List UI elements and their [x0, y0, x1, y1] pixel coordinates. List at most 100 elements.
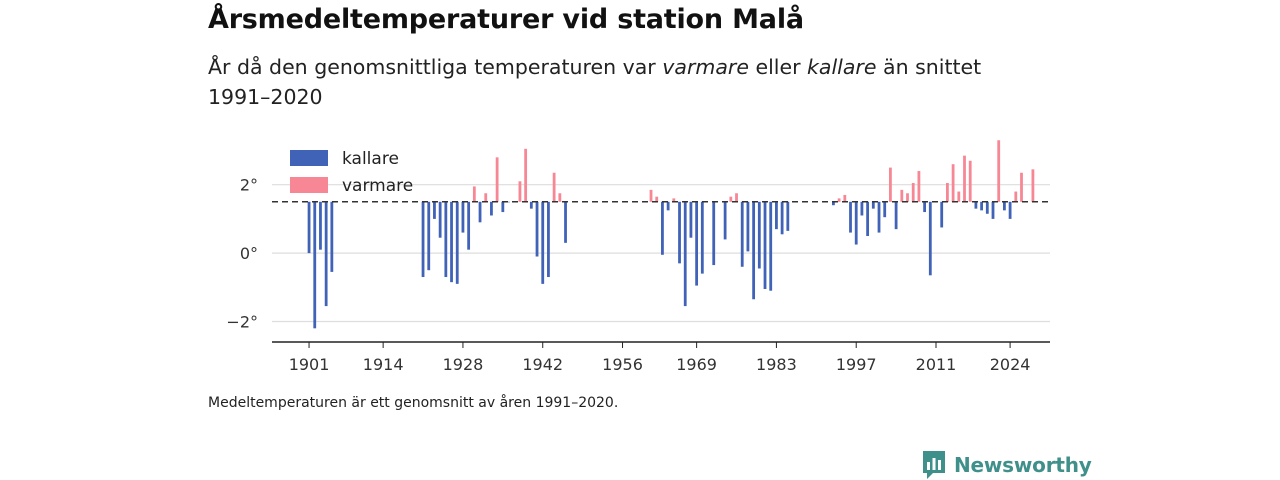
bar-kallare [883, 201, 887, 218]
bar-kallare [894, 201, 898, 230]
bar-kallare [535, 201, 539, 257]
y-tick-label: −2° [226, 312, 258, 331]
bar-kallare [507, 201, 510, 203]
bar-kallare [769, 201, 773, 291]
bar-kallare [307, 201, 311, 254]
bar-kallare [547, 201, 550, 278]
bar-kallare [455, 201, 459, 284]
bar-kallare [723, 201, 727, 240]
bar-kallare [666, 201, 670, 211]
bar-varmare [518, 181, 522, 202]
bar-varmare [837, 198, 841, 202]
bar-kallare [860, 201, 864, 216]
bar-kallare [871, 201, 875, 209]
bar-kallare [501, 201, 505, 213]
bar-kallare [940, 201, 944, 228]
bar-varmare [1020, 172, 1023, 202]
bar-varmare [729, 196, 733, 202]
bar-kallare [752, 201, 756, 300]
x-tick-label: 2011 [916, 355, 957, 374]
bar-varmare [735, 193, 738, 202]
bar-varmare [843, 194, 847, 202]
bar-kallare [444, 201, 448, 278]
x-tick-label: 1983 [756, 355, 797, 374]
bar-varmare [900, 189, 904, 202]
bar-varmare [963, 155, 966, 202]
legend-label-varmare: varmare [342, 176, 413, 196]
bar-kallare [330, 201, 334, 272]
bar-kallare [757, 201, 761, 269]
bar-kallare [467, 201, 471, 250]
x-tick-label: 1969 [676, 355, 717, 374]
bar-kallare [478, 201, 482, 223]
x-tick-label: 1928 [443, 355, 484, 374]
bar-varmare [1031, 169, 1035, 202]
bar-kallare [313, 201, 317, 329]
bar-varmare [968, 160, 972, 202]
bar-kallare [421, 201, 425, 278]
x-tick-label: 1997 [836, 355, 877, 374]
bar-varmare [1014, 191, 1018, 202]
bar-kallare [974, 201, 978, 209]
subtitle-word-cold: kallare [807, 55, 877, 79]
bar-varmare [552, 172, 556, 202]
bar-kallare [564, 201, 567, 243]
subtitle-word-warm: varmare [662, 55, 749, 79]
x-tick-label: 1901 [289, 355, 330, 374]
bar-kallare [740, 201, 744, 267]
bar-varmare [558, 193, 562, 202]
bar-varmare [946, 183, 949, 202]
bar-kallare [461, 201, 465, 233]
bar-varmare [672, 198, 676, 202]
bar-kallare [854, 201, 858, 245]
bar-varmare [655, 196, 659, 202]
bar-kallare [877, 201, 881, 233]
chart-title: Årsmedeltemperaturer vid station Malå [208, 4, 804, 35]
bar-kallare [689, 201, 693, 238]
bar-varmare [472, 186, 476, 202]
bar-kallare [427, 201, 431, 271]
bar-kallare [490, 201, 493, 216]
subtitle-text-post: än snittet 1991–2020 [208, 55, 982, 109]
chart-subtitle: År då den genomsnittliga temperaturen va… [208, 52, 1028, 112]
axes: −2° 0° 2° 1901 1914 1928 1942 1956 1969 1983 1997 2… [226, 176, 1050, 374]
bar-kallare [763, 201, 767, 289]
brand-name: Newsworthy [954, 453, 1092, 477]
bar-kallare [1003, 201, 1006, 211]
legend: kallare varmare [290, 149, 413, 196]
x-tick-label: 1914 [363, 355, 404, 374]
bar-kallare [678, 201, 681, 264]
bar-kallare [529, 201, 533, 209]
bar-kallare [695, 201, 699, 286]
bar-varmare [484, 193, 488, 202]
newsworthy-logo: Newsworthy [922, 450, 1092, 480]
bar-kallare [849, 201, 852, 233]
bar-kallare [780, 201, 784, 235]
bar-kallare [832, 201, 835, 206]
bar-varmare [957, 191, 961, 202]
y-tick-label: 2° [240, 176, 258, 195]
bar-kallare [923, 201, 927, 213]
bar-varmare [649, 189, 653, 202]
bar-varmare [911, 183, 915, 202]
legend-swatch-varmare [290, 177, 328, 193]
bar-kallare [866, 201, 870, 236]
subtitle-text-mid: eller [748, 55, 808, 79]
bar-kallare [786, 201, 790, 231]
bar-kallare [985, 201, 989, 214]
bar-kallare [683, 201, 687, 307]
grid-lines [272, 184, 1050, 323]
bar-varmare [951, 164, 955, 202]
temperature-anomaly-chart: −2° 0° 2° 1901 1914 1928 1942 1956 1969 1983 1997 2… [226, 140, 1050, 374]
x-tick-label: 1942 [522, 355, 563, 374]
bar-kallare [450, 201, 453, 283]
bar-varmare [889, 167, 892, 202]
footnote: Medeltemperaturen är ett genomsnitt av å… [208, 395, 619, 411]
x-tick-label: 1956 [602, 355, 643, 374]
bar-kallare [661, 201, 664, 255]
bar-kallare [700, 201, 704, 274]
bar-kallare [438, 201, 442, 238]
bar-varmare [997, 140, 1001, 202]
legend-swatch-kallare [290, 150, 328, 166]
bar-kallare [775, 201, 778, 230]
